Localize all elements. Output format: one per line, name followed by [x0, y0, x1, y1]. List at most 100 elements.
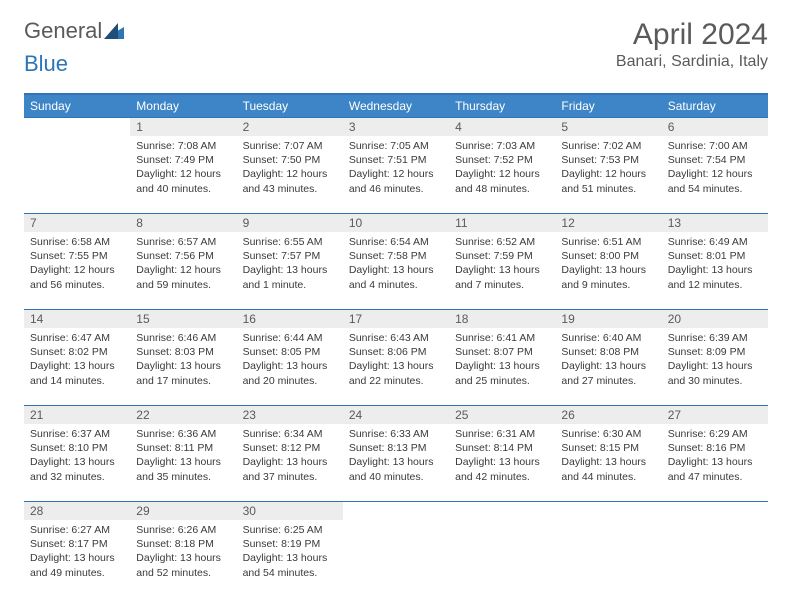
sunrise-text: Sunrise: 7:00 AM	[668, 139, 762, 153]
sunrise-text: Sunrise: 6:47 AM	[30, 331, 124, 345]
sunset-text: Sunset: 7:53 PM	[561, 153, 655, 167]
logo: General	[24, 18, 124, 44]
day-body-row: Sunrise: 6:47 AMSunset: 8:02 PMDaylight:…	[24, 328, 768, 406]
day-number-cell: 10	[343, 214, 449, 233]
sunset-text: Sunset: 7:58 PM	[349, 249, 443, 263]
logo-text-a: General	[24, 18, 102, 44]
sunrise-text: Sunrise: 6:51 AM	[561, 235, 655, 249]
sunrise-text: Sunrise: 6:46 AM	[136, 331, 230, 345]
sunrise-text: Sunrise: 7:05 AM	[349, 139, 443, 153]
day-number-cell: 24	[343, 406, 449, 425]
day-body-row: Sunrise: 6:27 AMSunset: 8:17 PMDaylight:…	[24, 520, 768, 597]
daylight-text: Daylight: 13 hours and 42 minutes.	[455, 455, 549, 483]
day-body-cell: Sunrise: 6:52 AMSunset: 7:59 PMDaylight:…	[449, 232, 555, 310]
daylight-text: Daylight: 12 hours and 43 minutes.	[243, 167, 337, 195]
daylight-text: Daylight: 12 hours and 46 minutes.	[349, 167, 443, 195]
daylight-text: Daylight: 13 hours and 9 minutes.	[561, 263, 655, 291]
daylight-text: Daylight: 13 hours and 49 minutes.	[30, 551, 124, 579]
sunrise-text: Sunrise: 6:57 AM	[136, 235, 230, 249]
day-number-cell: 3	[343, 118, 449, 137]
day-number-cell: 13	[662, 214, 768, 233]
day-number-cell: 17	[343, 310, 449, 329]
sunrise-text: Sunrise: 6:49 AM	[668, 235, 762, 249]
sunrise-text: Sunrise: 7:08 AM	[136, 139, 230, 153]
day-body-cell: Sunrise: 6:49 AMSunset: 8:01 PMDaylight:…	[662, 232, 768, 310]
daylight-text: Daylight: 12 hours and 56 minutes.	[30, 263, 124, 291]
sunrise-text: Sunrise: 6:34 AM	[243, 427, 337, 441]
day-number-cell: 21	[24, 406, 130, 425]
daylight-text: Daylight: 12 hours and 40 minutes.	[136, 167, 230, 195]
day-body-cell: Sunrise: 7:07 AMSunset: 7:50 PMDaylight:…	[237, 136, 343, 214]
day-number-cell	[24, 118, 130, 137]
day-number-cell: 30	[237, 502, 343, 521]
sunset-text: Sunset: 7:55 PM	[30, 249, 124, 263]
day-body-cell: Sunrise: 6:41 AMSunset: 8:07 PMDaylight:…	[449, 328, 555, 406]
sunrise-text: Sunrise: 6:40 AM	[561, 331, 655, 345]
sunrise-text: Sunrise: 6:26 AM	[136, 523, 230, 537]
daylight-text: Daylight: 13 hours and 12 minutes.	[668, 263, 762, 291]
day-number-cell: 1	[130, 118, 236, 137]
day-number-cell	[449, 502, 555, 521]
sunset-text: Sunset: 8:17 PM	[30, 537, 124, 551]
day-number-cell: 9	[237, 214, 343, 233]
sunset-text: Sunset: 7:56 PM	[136, 249, 230, 263]
day-body-cell	[343, 520, 449, 597]
sunrise-text: Sunrise: 6:44 AM	[243, 331, 337, 345]
day-number-cell: 2	[237, 118, 343, 137]
day-number-cell: 12	[555, 214, 661, 233]
sunrise-text: Sunrise: 6:52 AM	[455, 235, 549, 249]
day-number-cell: 29	[130, 502, 236, 521]
day-number-cell: 6	[662, 118, 768, 137]
day-body-cell: Sunrise: 6:31 AMSunset: 8:14 PMDaylight:…	[449, 424, 555, 502]
day-body-cell: Sunrise: 6:30 AMSunset: 8:15 PMDaylight:…	[555, 424, 661, 502]
sunrise-text: Sunrise: 6:33 AM	[349, 427, 443, 441]
day-number-cell	[662, 502, 768, 521]
weekday-header: Thursday	[449, 94, 555, 118]
sunset-text: Sunset: 8:19 PM	[243, 537, 337, 551]
daylight-text: Daylight: 13 hours and 1 minute.	[243, 263, 337, 291]
sunrise-text: Sunrise: 6:27 AM	[30, 523, 124, 537]
sunrise-text: Sunrise: 6:39 AM	[668, 331, 762, 345]
daylight-text: Daylight: 13 hours and 14 minutes.	[30, 359, 124, 387]
sunset-text: Sunset: 8:09 PM	[668, 345, 762, 359]
sunrise-text: Sunrise: 6:54 AM	[349, 235, 443, 249]
day-number-cell	[555, 502, 661, 521]
day-number-cell: 27	[662, 406, 768, 425]
day-number-cell: 22	[130, 406, 236, 425]
sunset-text: Sunset: 8:15 PM	[561, 441, 655, 455]
day-number-cell: 25	[449, 406, 555, 425]
sunset-text: Sunset: 7:57 PM	[243, 249, 337, 263]
day-body-cell: Sunrise: 6:58 AMSunset: 7:55 PMDaylight:…	[24, 232, 130, 310]
weekday-header: Saturday	[662, 94, 768, 118]
daylight-text: Daylight: 13 hours and 4 minutes.	[349, 263, 443, 291]
daylight-text: Daylight: 13 hours and 22 minutes.	[349, 359, 443, 387]
daylight-text: Daylight: 13 hours and 40 minutes.	[349, 455, 443, 483]
daylight-text: Daylight: 13 hours and 47 minutes.	[668, 455, 762, 483]
sunrise-text: Sunrise: 6:36 AM	[136, 427, 230, 441]
day-body-cell: Sunrise: 7:00 AMSunset: 7:54 PMDaylight:…	[662, 136, 768, 214]
daylight-text: Daylight: 13 hours and 27 minutes.	[561, 359, 655, 387]
day-body-cell: Sunrise: 6:47 AMSunset: 8:02 PMDaylight:…	[24, 328, 130, 406]
weekday-header: Sunday	[24, 94, 130, 118]
sunrise-text: Sunrise: 6:55 AM	[243, 235, 337, 249]
sunset-text: Sunset: 7:52 PM	[455, 153, 549, 167]
sunrise-text: Sunrise: 6:25 AM	[243, 523, 337, 537]
day-body-cell: Sunrise: 6:27 AMSunset: 8:17 PMDaylight:…	[24, 520, 130, 597]
sunset-text: Sunset: 8:00 PM	[561, 249, 655, 263]
day-number-cell: 16	[237, 310, 343, 329]
day-number-row: 123456	[24, 118, 768, 137]
day-number-cell: 11	[449, 214, 555, 233]
day-number-cell: 19	[555, 310, 661, 329]
day-body-row: Sunrise: 7:08 AMSunset: 7:49 PMDaylight:…	[24, 136, 768, 214]
sunrise-text: Sunrise: 6:58 AM	[30, 235, 124, 249]
weekday-header: Friday	[555, 94, 661, 118]
day-number-row: 14151617181920	[24, 310, 768, 329]
sunset-text: Sunset: 8:12 PM	[243, 441, 337, 455]
sunrise-text: Sunrise: 6:37 AM	[30, 427, 124, 441]
sunset-text: Sunset: 8:06 PM	[349, 345, 443, 359]
sunset-text: Sunset: 7:49 PM	[136, 153, 230, 167]
day-number-cell: 7	[24, 214, 130, 233]
day-number-cell: 4	[449, 118, 555, 137]
day-number-cell: 28	[24, 502, 130, 521]
daylight-text: Daylight: 13 hours and 25 minutes.	[455, 359, 549, 387]
